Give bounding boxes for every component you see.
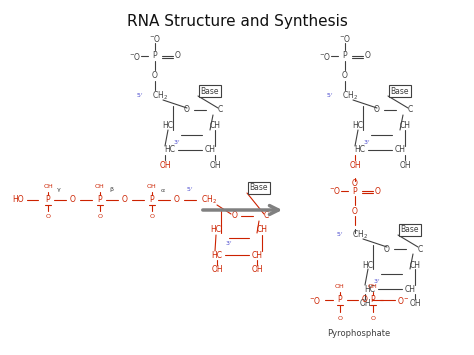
Text: P: P xyxy=(353,186,357,196)
Text: OH: OH xyxy=(251,266,263,274)
Text: O: O xyxy=(384,245,390,253)
Text: HC: HC xyxy=(353,121,364,131)
Text: $5'$: $5'$ xyxy=(186,186,193,195)
Text: CH: CH xyxy=(204,146,216,154)
Text: O: O xyxy=(175,51,181,60)
Text: O: O xyxy=(184,105,190,115)
Text: P: P xyxy=(371,295,375,305)
Text: HC: HC xyxy=(355,146,365,154)
Text: $^{-}$O: $^{-}$O xyxy=(319,50,331,61)
Text: CH: CH xyxy=(400,121,410,131)
Text: HC: HC xyxy=(164,146,175,154)
Text: O: O xyxy=(337,316,343,321)
Text: $3'$: $3'$ xyxy=(226,240,233,248)
Text: OH: OH xyxy=(335,284,345,289)
Text: O: O xyxy=(371,316,375,321)
Text: O: O xyxy=(342,71,348,81)
Text: P: P xyxy=(343,51,347,60)
Text: O: O xyxy=(152,71,158,81)
Text: CH: CH xyxy=(404,284,416,294)
Text: O: O xyxy=(352,179,358,187)
Text: P: P xyxy=(150,196,155,204)
Text: $3'$: $3'$ xyxy=(364,138,371,147)
Text: OH: OH xyxy=(399,160,411,169)
Text: $^{-}$O: $^{-}$O xyxy=(339,33,351,44)
Text: CH$_2$: CH$_2$ xyxy=(342,90,358,102)
Text: OH: OH xyxy=(211,266,223,274)
Text: O: O xyxy=(46,214,51,219)
Text: C: C xyxy=(418,245,423,253)
Text: Pyrophosphate: Pyrophosphate xyxy=(328,328,391,338)
Text: P: P xyxy=(98,196,102,204)
Text: Base: Base xyxy=(391,87,409,95)
Text: CH: CH xyxy=(410,261,420,269)
Text: CH$_2$: CH$_2$ xyxy=(352,229,368,241)
Text: γ: γ xyxy=(57,187,61,192)
Text: OH: OH xyxy=(159,160,171,169)
Text: OH: OH xyxy=(209,160,221,169)
Text: OH: OH xyxy=(349,160,361,169)
Text: O: O xyxy=(352,207,358,215)
Text: $3'$: $3'$ xyxy=(173,138,181,147)
Text: O: O xyxy=(174,196,180,204)
Text: $^{-}$O: $^{-}$O xyxy=(329,186,341,197)
Text: C: C xyxy=(218,105,223,115)
Text: CH$_2$: CH$_2$ xyxy=(201,194,217,206)
Text: O: O xyxy=(232,212,238,220)
Text: O: O xyxy=(70,196,76,204)
Text: CH$_2$: CH$_2$ xyxy=(152,90,168,102)
Text: OH: OH xyxy=(359,300,371,308)
Text: Base: Base xyxy=(201,87,219,95)
Text: HC: HC xyxy=(365,284,375,294)
Text: $^{-}$O: $^{-}$O xyxy=(129,50,141,61)
Text: P: P xyxy=(46,196,50,204)
Text: O: O xyxy=(375,186,381,196)
Text: Base: Base xyxy=(250,184,268,192)
Text: O: O xyxy=(122,196,128,204)
Text: O: O xyxy=(362,295,368,305)
Text: Base: Base xyxy=(401,225,419,235)
Text: $^{-}$O: $^{-}$O xyxy=(149,33,161,44)
Text: C: C xyxy=(408,105,413,115)
Text: CH: CH xyxy=(394,146,405,154)
Text: OH: OH xyxy=(147,185,157,190)
Text: OH: OH xyxy=(95,185,105,190)
Text: OH: OH xyxy=(368,284,378,289)
Text: P: P xyxy=(337,295,342,305)
Text: O: O xyxy=(365,51,371,60)
Text: $5'$: $5'$ xyxy=(137,92,144,100)
Text: $5'$: $5'$ xyxy=(337,230,344,240)
Text: $^{-}$O: $^{-}$O xyxy=(309,295,321,306)
Text: OH: OH xyxy=(409,300,421,308)
Text: CH: CH xyxy=(256,225,267,235)
Text: β: β xyxy=(109,187,113,192)
Text: C: C xyxy=(264,212,269,220)
Text: HO: HO xyxy=(12,196,24,204)
Text: CH: CH xyxy=(252,251,263,260)
Text: RNA Structure and Synthesis: RNA Structure and Synthesis xyxy=(127,14,347,29)
Text: O: O xyxy=(149,214,155,219)
Text: HC: HC xyxy=(163,121,173,131)
Text: O: O xyxy=(374,105,380,115)
Text: CH: CH xyxy=(210,121,220,131)
Text: α: α xyxy=(161,187,165,192)
Text: HC: HC xyxy=(211,251,222,260)
Text: HC: HC xyxy=(210,225,221,235)
Text: HC: HC xyxy=(363,261,374,269)
Text: OH: OH xyxy=(43,185,53,190)
Text: $3'$: $3'$ xyxy=(374,278,381,286)
Text: O: O xyxy=(98,214,102,219)
Text: $5'$: $5'$ xyxy=(327,92,334,100)
Text: P: P xyxy=(153,51,157,60)
Text: O$^{-}$: O$^{-}$ xyxy=(397,295,409,306)
